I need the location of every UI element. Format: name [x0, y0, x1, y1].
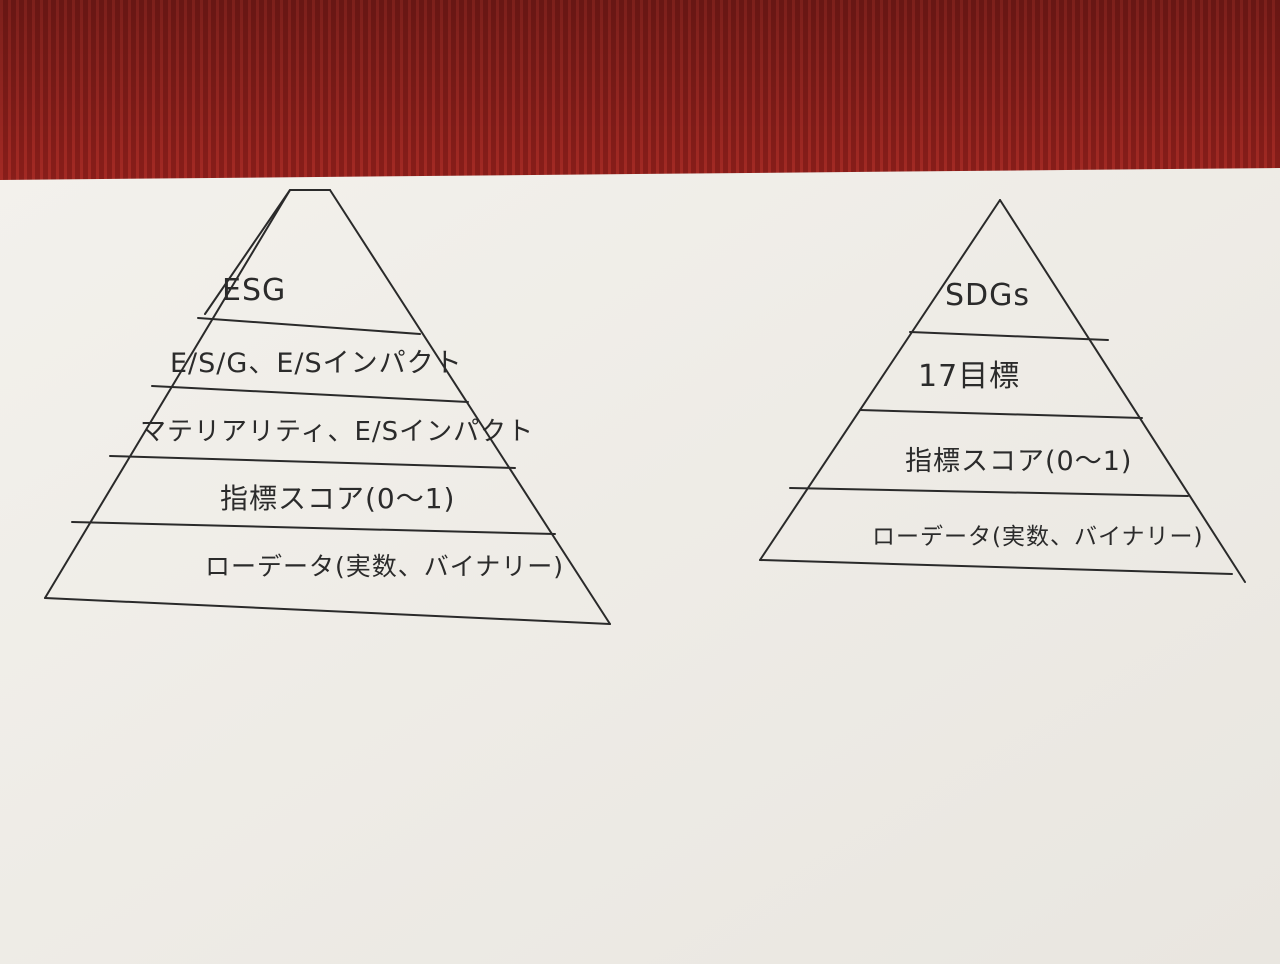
left-layer-5-label: ローデータ(実数、バイナリー) [205, 552, 564, 581]
left-divider-4 [71, 521, 556, 535]
left-divider-1 [197, 317, 421, 335]
paper-surface [0, 168, 1280, 964]
tablecloth-background [0, 0, 1280, 190]
left-layer-1-label: ESG [222, 273, 286, 308]
right-divider-3 [789, 487, 1189, 497]
right-layer-4-label: ローデータ(実数、バイナリー) [872, 524, 1204, 550]
left-divider-2 [151, 385, 469, 403]
left-base-line [44, 597, 611, 625]
right-pyramid-right-edge [999, 199, 1246, 583]
left-divider-3 [109, 455, 516, 469]
left-layer-4-label: 指標スコア(0〜1) [220, 482, 455, 515]
right-divider-2 [859, 409, 1143, 419]
right-pyramid: SDGs 17目標 指標スコア(0〜1) ローデータ(実数、バイナリー) [759, 199, 1246, 583]
right-pyramid-left-edge [759, 199, 1001, 561]
right-layer-3-label: 指標スコア(0〜1) [905, 446, 1132, 477]
right-base-line [759, 559, 1233, 575]
left-pyramid-left-edge [44, 189, 291, 599]
left-pyramid-right-edge [329, 189, 611, 625]
right-layer-2-label: 17目標 [918, 359, 1020, 394]
left-layer-3-label: マテリアリティ、E/Sインパクト [140, 417, 534, 447]
left-layer-2-label: E/S/G、E/Sインパクト [170, 348, 463, 379]
right-divider-1 [909, 331, 1109, 341]
right-layer-1-label: SDGs [945, 278, 1030, 313]
left-pyramid: ESG E/S/G、E/Sインパクト マテリアリティ、E/Sインパクト 指標スコ… [44, 189, 611, 625]
